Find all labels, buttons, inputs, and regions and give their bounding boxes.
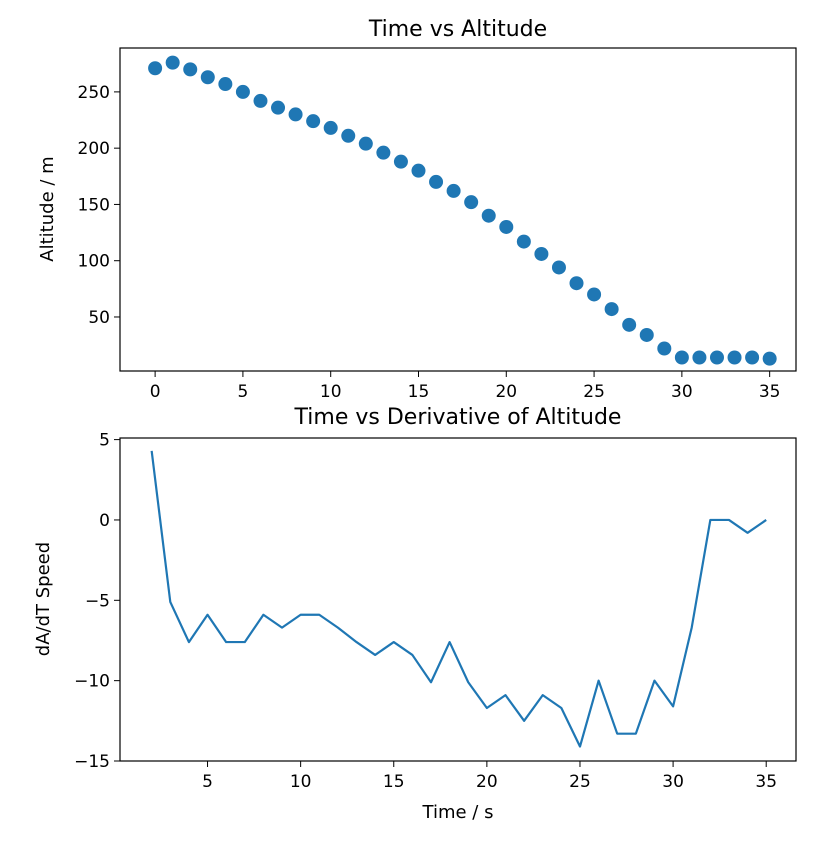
- altitude-point: [253, 93, 268, 108]
- altitude-point: [762, 351, 777, 366]
- derivative-x-tick-label: 35: [755, 772, 777, 792]
- altitude-point: [288, 107, 303, 122]
- derivative-y-tick-label: 0: [99, 511, 110, 531]
- altitude-y-tick-label: 150: [78, 195, 110, 215]
- derivative-y-tick-label: −15: [74, 752, 110, 772]
- altitude-point: [165, 55, 180, 70]
- altitude-point: [235, 84, 250, 99]
- altitude-y-tick-label: 200: [78, 139, 110, 159]
- altitude-point: [323, 120, 338, 135]
- altitude-point: [271, 100, 286, 115]
- altitude-x-tick-label: 15: [408, 382, 430, 402]
- altitude-point: [411, 163, 426, 178]
- derivative-axes-frame: [119, 437, 797, 762]
- altitude-y-axis-label: Altitude / m: [37, 156, 58, 261]
- altitude-point: [569, 276, 584, 291]
- altitude-point: [516, 234, 531, 249]
- derivative-x-axis-label: Time / s: [422, 802, 494, 823]
- altitude-point: [709, 350, 724, 365]
- altitude-point: [727, 350, 742, 365]
- altitude-x-tick-label: 35: [759, 382, 781, 402]
- derivative-y-tick-label: −10: [74, 672, 110, 692]
- altitude-point: [604, 302, 619, 317]
- derivative-y-tick-label: −5: [85, 591, 110, 611]
- derivative-y-axis-label: dA/dT Speed: [33, 542, 54, 656]
- derivative-x-tick-label: 20: [476, 772, 498, 792]
- altitude-point: [358, 136, 373, 151]
- altitude-point: [499, 219, 514, 234]
- altitude-point: [200, 70, 215, 85]
- derivative-chart-title: Time vs Derivative of Altitude: [294, 405, 622, 430]
- altitude-point: [183, 62, 198, 77]
- derivative-x-tick-label: 30: [662, 772, 684, 792]
- altitude-point: [587, 287, 602, 302]
- altitude-ticks: 0 5 10 15 20 25 30 35 50 100 150 200 250: [78, 83, 781, 402]
- altitude-point: [446, 183, 461, 198]
- altitude-axes-frame: [119, 47, 797, 372]
- altitude-x-tick-label: 10: [320, 382, 342, 402]
- derivative-x-tick-label: 5: [202, 772, 213, 792]
- derivative-x-tick-label: 10: [290, 772, 312, 792]
- derivative-line-group: [150, 450, 767, 748]
- altitude-point: [393, 154, 408, 169]
- altitude-x-tick-label: 25: [583, 382, 605, 402]
- altitude-point: [551, 260, 566, 275]
- altitude-point: [376, 145, 391, 160]
- derivative-series-line: [150, 450, 767, 748]
- altitude-x-tick-label: 30: [671, 382, 693, 402]
- altitude-y-tick-label: 50: [88, 308, 110, 328]
- derivative-y-tick-label: 5: [99, 431, 110, 451]
- altitude-point: [481, 208, 496, 223]
- altitude-point: [657, 341, 672, 356]
- altitude-point: [622, 317, 637, 332]
- altitude-y-tick-label: 100: [78, 252, 110, 272]
- derivative-x-tick-label: 25: [569, 772, 591, 792]
- altitude-point: [306, 114, 321, 129]
- derivative-ticks: 5 10 15 20 25 30 35 −15 −10 −5 0 5: [74, 431, 777, 792]
- altitude-axes: Time vs Altitude Altitude / m 0 5 10 15 20 25…: [37, 17, 797, 402]
- altitude-point: [341, 128, 356, 143]
- altitude-x-tick-label: 5: [237, 382, 248, 402]
- altitude-chart-title: Time vs Altitude: [368, 17, 547, 42]
- altitude-point: [745, 350, 760, 365]
- derivative-axes: Time vs Derivative of Altitude dA/dT Spe…: [33, 405, 797, 823]
- altitude-point: [464, 195, 479, 210]
- derivative-x-tick-label: 15: [383, 772, 405, 792]
- altitude-y-tick-label: 250: [78, 83, 110, 103]
- altitude-point: [639, 327, 654, 342]
- altitude-x-tick-label: 20: [495, 382, 517, 402]
- altitude-point: [674, 350, 689, 365]
- altitude-point: [218, 77, 233, 92]
- altitude-point: [534, 246, 549, 261]
- altitude-point: [148, 61, 163, 76]
- altitude-points: [148, 55, 777, 366]
- altitude-point: [429, 174, 444, 189]
- altitude-x-tick-label: 0: [150, 382, 161, 402]
- altitude-point: [692, 350, 707, 365]
